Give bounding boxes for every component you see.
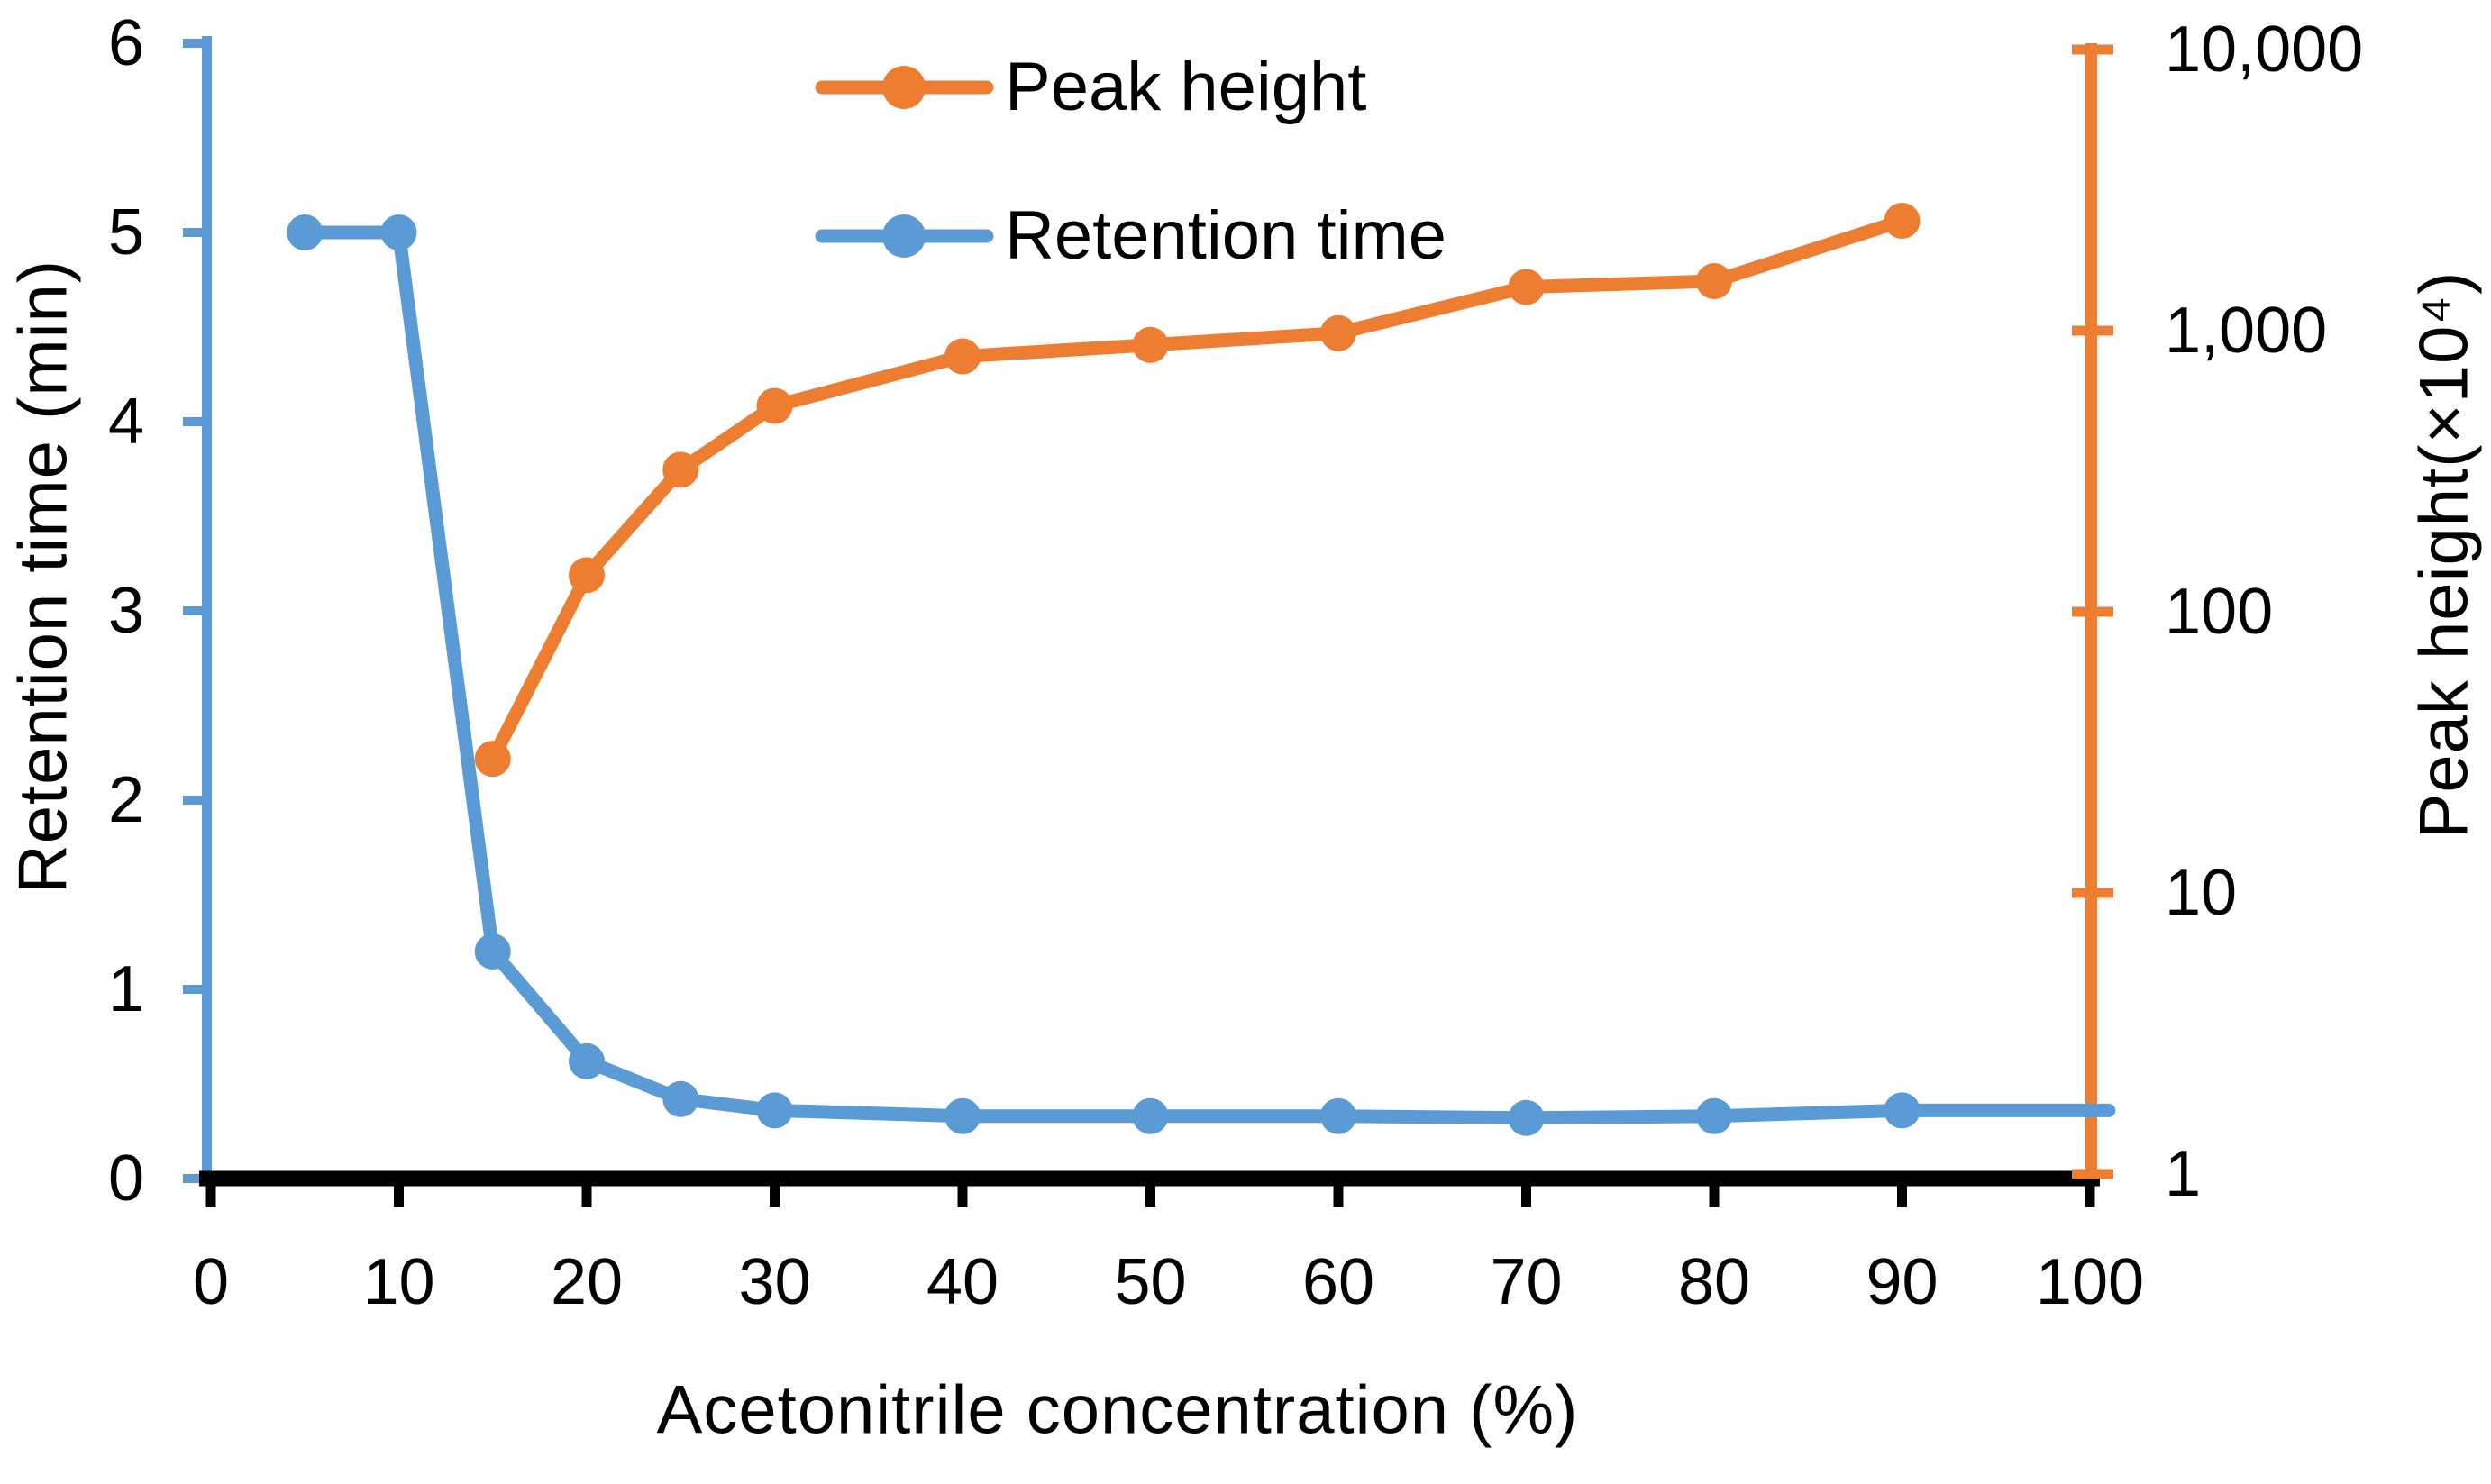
- legend-item-retention-time-label: Retention time: [1005, 197, 1447, 274]
- data-point-peak-height: [1320, 314, 1356, 351]
- left-axis-title: Retention time (min): [5, 259, 82, 895]
- series-line-retention-time: [297, 225, 2116, 1125]
- data-point-peak-height: [1508, 269, 1545, 305]
- legend-item-peak-height-label: Peak height: [1005, 49, 1367, 125]
- data-point-peak-height: [1696, 263, 1732, 300]
- series-line-peak-height: [486, 214, 1909, 766]
- x-axis-tick-label: 100: [2035, 1246, 2145, 1318]
- right-axis-tick-label: 10,000: [2165, 14, 2364, 86]
- data-point-peak-height: [756, 387, 793, 424]
- right-axis-tick-label: 1,000: [2165, 295, 2328, 367]
- data-point-retention-time: [1320, 1097, 1356, 1134]
- legend-sample-marker: [882, 214, 926, 258]
- left-axis-tick-label: 3: [107, 575, 144, 647]
- left-axis-tick-label: 0: [107, 1143, 144, 1215]
- data-point-retention-time: [287, 214, 324, 250]
- right-axis-tick-label: 100: [2165, 576, 2274, 648]
- x-axis-tick-label: 90: [1866, 1246, 1939, 1318]
- data-point-retention-time: [1508, 1099, 1545, 1136]
- x-axis-tick-label: 20: [550, 1246, 624, 1318]
- x-axis-tick-label: 70: [1490, 1246, 1563, 1318]
- data-point-retention-time: [1884, 1092, 1921, 1129]
- data-point-retention-time: [569, 1042, 605, 1079]
- x-axis-tick-label: 30: [738, 1246, 811, 1318]
- right-axis-title: Peak height(×10⁴): [2405, 270, 2483, 840]
- data-point-peak-height: [1132, 326, 1169, 363]
- x-axis-tick-label: 40: [926, 1246, 999, 1318]
- legend-sample-marker: [882, 66, 926, 109]
- data-point-retention-time: [1132, 1097, 1169, 1134]
- right-axis-tick-label: 1: [2165, 1138, 2202, 1210]
- data-point-peak-height: [662, 451, 699, 488]
- x-axis-tick-label: 50: [1114, 1246, 1187, 1318]
- data-point-peak-height: [569, 557, 605, 594]
- data-point-retention-time: [944, 1097, 981, 1134]
- data-point-peak-height: [944, 338, 981, 375]
- left-axis-tick-label: 4: [107, 386, 144, 458]
- data-point-retention-time: [756, 1092, 793, 1129]
- data-point-retention-time: [474, 933, 511, 970]
- data-point-retention-time: [380, 214, 417, 250]
- left-axis-tick-label: 6: [107, 7, 144, 79]
- data-point-peak-height: [474, 741, 511, 778]
- x-axis-title: Acetonitrile concentration (%): [656, 1371, 1579, 1449]
- x-axis-tick-label: 80: [1677, 1246, 1751, 1318]
- x-axis-tick-label: 0: [192, 1246, 230, 1318]
- data-point-retention-time: [662, 1080, 699, 1117]
- data-point-peak-height: [1884, 203, 1921, 240]
- x-axis-tick-label: 10: [362, 1246, 435, 1318]
- data-point-retention-time: [1696, 1097, 1732, 1134]
- left-axis-tick-label: 2: [107, 764, 144, 836]
- x-axis-tick-label: 60: [1301, 1246, 1375, 1318]
- left-axis-tick-label: 1: [107, 953, 144, 1025]
- right-axis-tick-label: 10: [2165, 857, 2238, 929]
- left-axis-tick-label: 5: [107, 196, 144, 269]
